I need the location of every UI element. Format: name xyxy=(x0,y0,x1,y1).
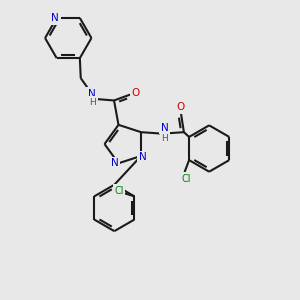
Text: N: N xyxy=(139,152,146,162)
Text: N: N xyxy=(51,13,59,23)
Text: N: N xyxy=(88,88,96,99)
Text: O: O xyxy=(177,102,185,112)
Text: Cl: Cl xyxy=(114,186,124,196)
Text: Cl: Cl xyxy=(182,173,191,184)
Text: N: N xyxy=(161,123,169,133)
Text: O: O xyxy=(132,88,140,98)
Text: H: H xyxy=(161,134,168,142)
Text: H: H xyxy=(89,98,95,107)
Text: N: N xyxy=(111,158,119,168)
